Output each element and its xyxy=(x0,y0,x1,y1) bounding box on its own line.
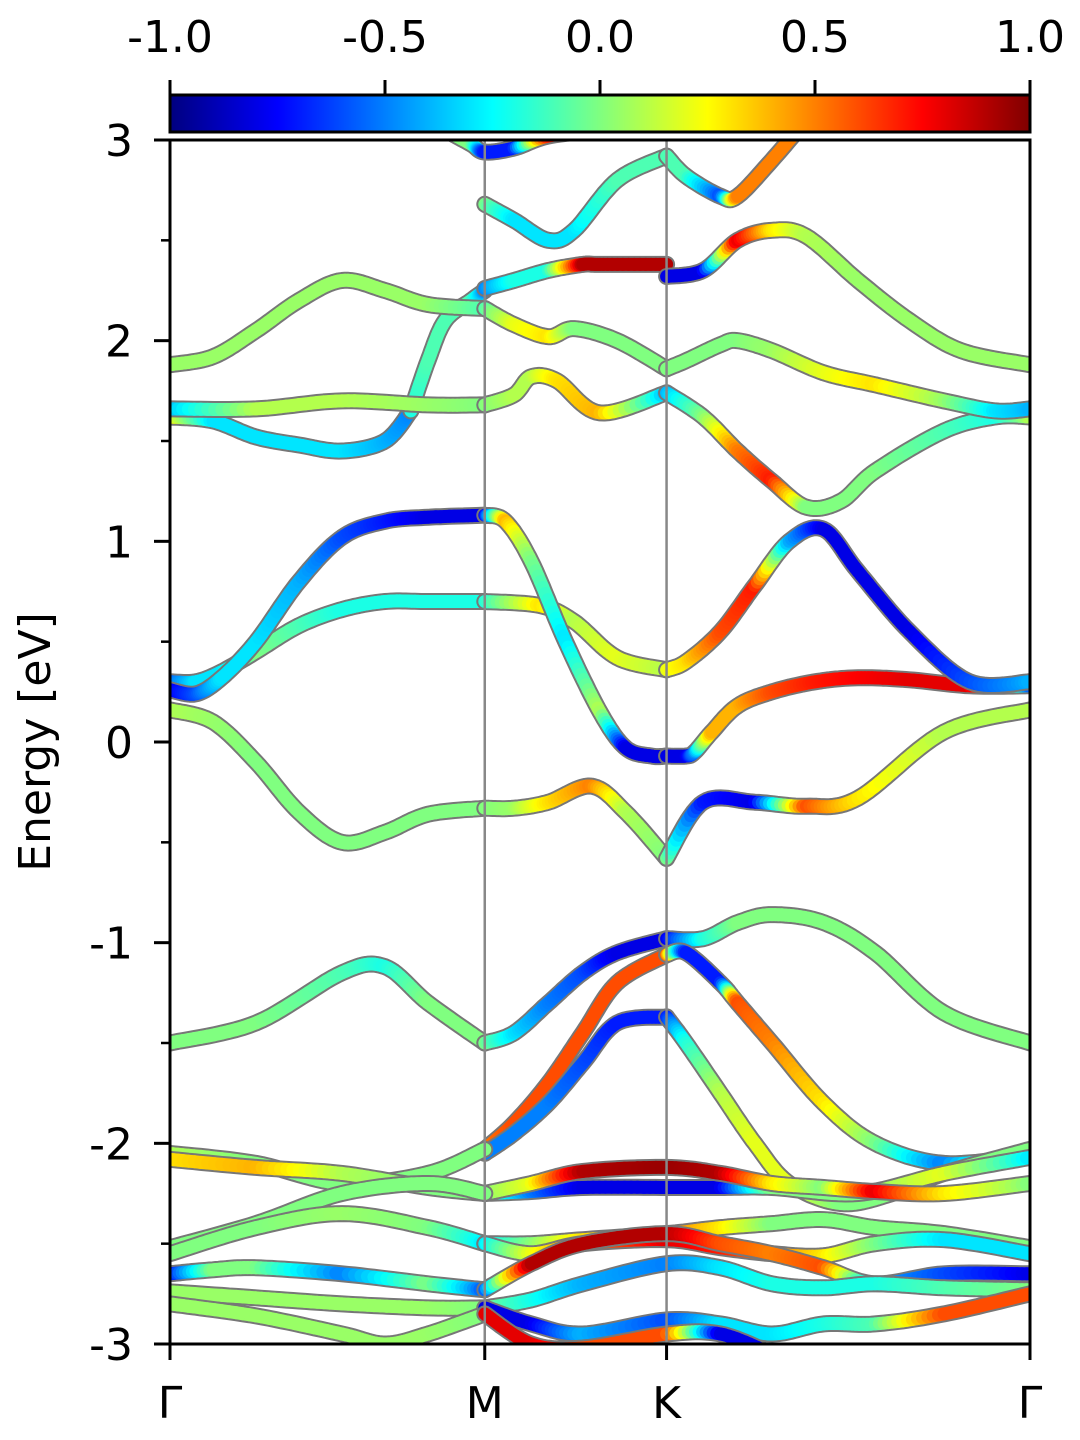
y-tick-label: -3 xyxy=(89,1320,133,1371)
x-tick-label: Γ xyxy=(158,1378,183,1429)
y-tick-label: -2 xyxy=(89,1119,133,1170)
colorbar-gradient xyxy=(168,93,1032,134)
colorbar-tick-label: -0.5 xyxy=(342,12,428,63)
band-segment xyxy=(531,1339,548,1344)
colorbar-tick-label: -1.0 xyxy=(127,12,213,63)
x-tick-label: Γ xyxy=(1018,1378,1043,1429)
colorbar: -1.0 -0.5 0.0 0.5 1.0 xyxy=(127,12,1065,134)
x-tick-label: M xyxy=(466,1378,504,1429)
band-segment xyxy=(539,1341,553,1344)
band-segment xyxy=(764,1351,767,1352)
band-22 xyxy=(170,955,494,1052)
band-43 xyxy=(476,1305,772,1354)
band-9 xyxy=(170,402,420,460)
band-6 xyxy=(476,506,676,766)
y-axis: 3 2 1 0 -1 -2 -3 xyxy=(89,116,170,1371)
colorbar-tick-label: 0.0 xyxy=(565,12,635,63)
band-1 xyxy=(476,777,676,867)
band-42 xyxy=(476,1285,1030,1343)
band-15 xyxy=(476,300,676,378)
band-16 xyxy=(658,331,1030,420)
band-23 xyxy=(476,930,676,1052)
band-17 xyxy=(476,255,676,297)
band-21 xyxy=(445,140,585,161)
band-segment xyxy=(556,140,565,141)
band-13 xyxy=(658,384,1030,517)
band-segment xyxy=(747,1339,763,1344)
y-tick-label: 2 xyxy=(105,317,133,368)
band-segment xyxy=(450,140,460,142)
colorbar-tick-label: 0.5 xyxy=(780,12,850,63)
band-34 xyxy=(170,1205,494,1263)
colorbar-ticks: -1.0 -0.5 0.0 0.5 1.0 xyxy=(127,12,1065,95)
band-segment xyxy=(587,1339,606,1344)
y-tick-label: 0 xyxy=(105,718,133,769)
band-segment xyxy=(785,140,798,145)
band-18 xyxy=(658,221,1030,374)
band-segment xyxy=(551,140,563,142)
band-11 xyxy=(170,392,494,418)
band-segment xyxy=(450,140,463,143)
y-tick-label: -1 xyxy=(89,919,133,970)
band-7 xyxy=(658,669,1030,765)
band-segment xyxy=(535,1340,550,1344)
band-32 xyxy=(476,1158,1030,1203)
band-19 xyxy=(476,147,676,250)
band-2 xyxy=(658,701,1030,867)
band-26 xyxy=(658,942,1030,1173)
band-segment xyxy=(582,1340,600,1344)
high-symmetry-lines xyxy=(483,140,668,1344)
band-segment xyxy=(757,1342,766,1344)
band-37 xyxy=(170,1259,494,1299)
band-5 xyxy=(170,506,494,703)
band-0 xyxy=(170,701,494,852)
band-segment xyxy=(752,1341,765,1344)
band-3 xyxy=(170,592,494,691)
band-8 xyxy=(658,519,1030,694)
band-segment xyxy=(451,140,466,145)
band-segment xyxy=(770,1353,772,1354)
band-segment xyxy=(539,140,554,144)
band-segment xyxy=(767,1352,770,1353)
band-outline xyxy=(476,506,676,766)
colorbar-tick-label: 1.0 xyxy=(995,12,1065,63)
band-14 xyxy=(170,271,494,374)
y-axis-title: Energy [eV] xyxy=(10,612,61,872)
x-tick-label: K xyxy=(652,1378,682,1429)
y-tick-label: 1 xyxy=(105,517,133,568)
band-segment xyxy=(536,140,551,144)
band-segment xyxy=(533,140,549,145)
band-segment xyxy=(543,140,557,143)
band-12 xyxy=(476,366,676,422)
band-segment xyxy=(547,140,560,142)
band-24 xyxy=(658,906,1030,1052)
band-40 xyxy=(476,1254,1030,1317)
y-tick-label: 3 xyxy=(105,116,133,167)
band-lines xyxy=(170,140,1030,1354)
band-segment xyxy=(577,1341,594,1344)
